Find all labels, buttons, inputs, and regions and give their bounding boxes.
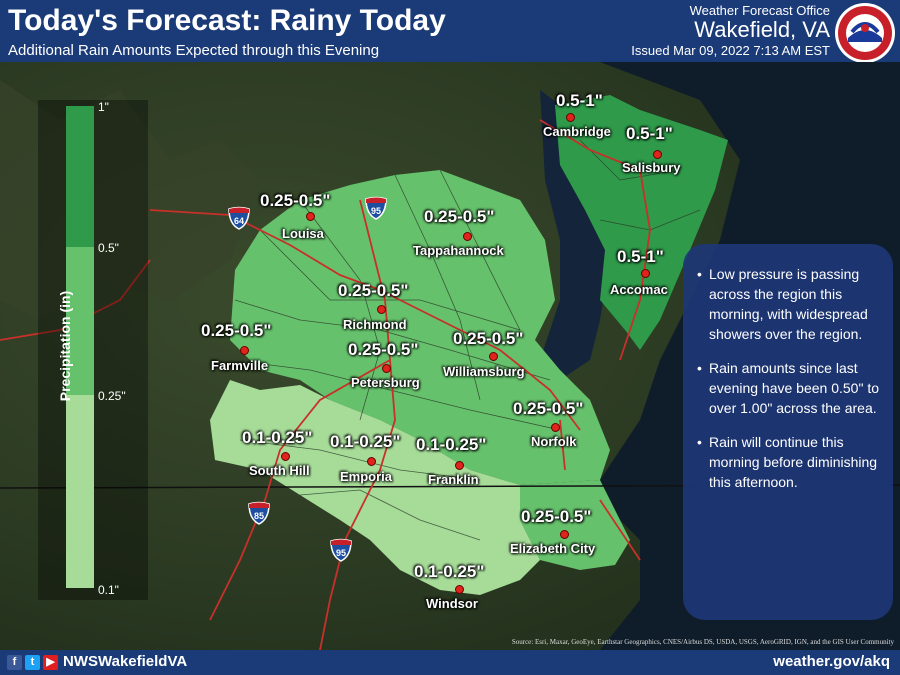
social-handle[interactable]: NWSWakefieldVA bbox=[63, 653, 188, 670]
info-bullet: Rain amounts since last evening have bee… bbox=[697, 358, 883, 418]
city-label: Williamsburg bbox=[443, 364, 525, 379]
info-bullet: Rain will continue this morning before d… bbox=[697, 432, 883, 492]
legend-tick: 0.25" bbox=[98, 389, 126, 403]
legend-tick: 0.1" bbox=[98, 583, 119, 597]
footer-bar: f t ▶ NWSWakefieldVA weather.gov/akq bbox=[0, 650, 900, 675]
city-marker bbox=[489, 352, 498, 361]
interstate-shield-icon: 95 bbox=[365, 196, 387, 220]
city-marker bbox=[281, 452, 290, 461]
map-source-credit: Source: Esri, Maxar, GeoEye, Earthstar G… bbox=[511, 638, 894, 646]
rain-amount-label: 0.25-0.5" bbox=[338, 281, 409, 300]
city-marker bbox=[551, 423, 560, 432]
city-label: Petersburg bbox=[351, 375, 420, 390]
forecast-map bbox=[0, 62, 900, 650]
city-label: Richmond bbox=[343, 317, 407, 332]
city-label: Louisa bbox=[282, 226, 324, 241]
city-marker bbox=[641, 269, 650, 278]
city-label: South Hill bbox=[249, 463, 310, 478]
office-city: Wakefield, VA bbox=[694, 17, 830, 42]
legend-swatch-high bbox=[66, 106, 94, 247]
interstate-shield-icon: 95 bbox=[330, 538, 352, 562]
twitter-icon[interactable]: t bbox=[25, 655, 40, 670]
zone-quarter-to-half-inch bbox=[230, 170, 610, 485]
info-bullet-list: Low pressure is passing across the regio… bbox=[683, 244, 893, 492]
rain-amount-label: 0.25-0.5" bbox=[260, 191, 331, 210]
city-label: Accomac bbox=[610, 282, 668, 297]
legend-tick: 1" bbox=[98, 100, 109, 114]
city-marker bbox=[455, 585, 464, 594]
rain-amount-label: 0.5-1" bbox=[556, 91, 603, 110]
rain-amount-label: 0.25-0.5" bbox=[513, 399, 584, 418]
legend-axis-label: Precipitation (in) bbox=[57, 290, 73, 402]
city-marker bbox=[455, 461, 464, 470]
city-label: Norfolk bbox=[531, 434, 577, 449]
page-title: Today's Forecast: Rainy Today bbox=[8, 4, 446, 37]
rain-amount-label: 0.1-0.25" bbox=[414, 562, 485, 581]
interstate-number: 95 bbox=[336, 548, 346, 558]
issued-timestamp: Issued Mar 09, 2022 7:13 AM EST bbox=[631, 43, 830, 58]
youtube-icon[interactable]: ▶ bbox=[43, 655, 58, 670]
rain-amount-label: 0.25-0.5" bbox=[348, 340, 419, 359]
city-marker bbox=[566, 113, 575, 122]
interstate-number: 64 bbox=[234, 216, 244, 226]
interstate-shield-icon: 85 bbox=[248, 501, 270, 525]
legend-bar bbox=[66, 106, 94, 588]
page-subtitle: Additional Rain Amounts Expected through… bbox=[8, 42, 380, 59]
interstate-number: 95 bbox=[371, 206, 381, 216]
city-marker bbox=[463, 232, 472, 241]
rain-amount-label: 0.25-0.5" bbox=[453, 329, 524, 348]
interstate-shield-icon: 64 bbox=[228, 206, 250, 230]
city-marker bbox=[653, 150, 662, 159]
city-label: Tappahannock bbox=[413, 243, 504, 258]
rain-amount-label: 0.25-0.5" bbox=[201, 321, 272, 340]
rain-amount-label: 0.1-0.25" bbox=[330, 432, 401, 451]
rain-amount-label: 0.25-0.5" bbox=[521, 507, 592, 526]
interstate-number: 85 bbox=[254, 511, 264, 521]
rain-amount-label: 0.5-1" bbox=[617, 247, 664, 266]
city-label: Farmville bbox=[211, 358, 269, 373]
city-marker bbox=[367, 457, 376, 466]
nws-logo bbox=[835, 3, 895, 63]
office-name: Weather Forecast Office bbox=[689, 3, 830, 18]
city-marker bbox=[377, 305, 386, 314]
header-bar: Today's Forecast: Rainy Today Additional… bbox=[0, 0, 900, 63]
rain-amount-label: 0.5-1" bbox=[626, 124, 673, 143]
city-marker bbox=[306, 212, 315, 221]
city-marker bbox=[382, 364, 391, 373]
city-label: Salisbury bbox=[622, 160, 681, 175]
website-link[interactable]: weather.gov/akq bbox=[773, 653, 890, 670]
legend-swatch-low bbox=[66, 395, 94, 588]
city-label: Cambridge bbox=[543, 124, 611, 139]
city-label: Emporia bbox=[340, 469, 393, 484]
city-label: Elizabeth City bbox=[510, 541, 596, 556]
city-marker bbox=[240, 346, 249, 355]
rain-amount-label: 0.25-0.5" bbox=[424, 207, 495, 226]
city-label: Franklin bbox=[428, 472, 479, 487]
facebook-icon[interactable]: f bbox=[7, 655, 22, 670]
map-canvas bbox=[0, 62, 900, 650]
info-bullet: Low pressure is passing across the regio… bbox=[697, 264, 883, 344]
legend-swatch-mid bbox=[66, 247, 94, 395]
info-panel: Low pressure is passing across the regio… bbox=[683, 244, 893, 620]
city-marker bbox=[560, 530, 569, 539]
rain-amount-label: 0.1-0.25" bbox=[242, 428, 313, 447]
rain-amount-label: 0.1-0.25" bbox=[416, 435, 487, 454]
city-label: Windsor bbox=[426, 596, 478, 611]
legend-tick: 0.5" bbox=[98, 241, 119, 255]
